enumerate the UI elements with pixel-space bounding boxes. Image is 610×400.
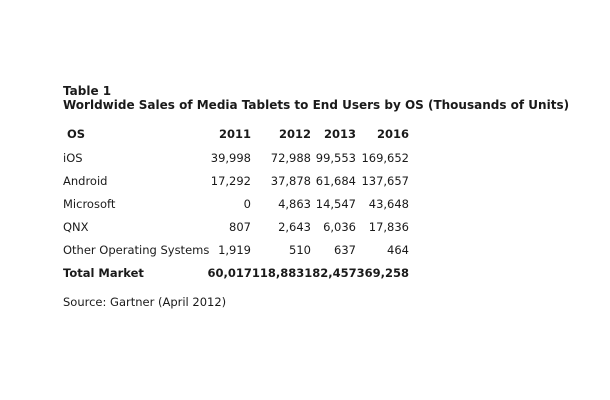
- value-2013: 6,036: [323, 220, 356, 234]
- value-2011: 39,998: [210, 151, 251, 165]
- total-label: Total Market: [63, 266, 144, 280]
- value-2016: 464: [387, 243, 409, 257]
- table-number: Table 1: [63, 84, 112, 98]
- os-name: Microsoft: [63, 197, 116, 211]
- value-2011: 0: [243, 197, 251, 211]
- column-header-2012: 2012: [278, 127, 311, 141]
- value-2016: 43,648: [368, 197, 409, 211]
- table-row: Microsoft 0 4,863 14,547 43,648: [63, 196, 423, 212]
- value-2012: 510: [289, 243, 311, 257]
- value-2016: 169,652: [361, 151, 409, 165]
- column-header-2011: 2011: [218, 127, 251, 141]
- value-2013: 14,547: [315, 197, 356, 211]
- column-header-2016: 2016: [376, 127, 409, 141]
- value-2012: 72,988: [270, 151, 311, 165]
- total-values: 60,017118,883182,457369,258: [207, 266, 409, 280]
- os-name: Android: [63, 174, 108, 188]
- table-total-row: Total Market 60,017118,883182,457369,258: [63, 265, 423, 281]
- value-2012: 2,643: [278, 220, 311, 234]
- value-2011: 807: [229, 220, 251, 234]
- value-2012: 37,878: [270, 174, 311, 188]
- value-2011: 17,292: [210, 174, 251, 188]
- value-2013: 637: [334, 243, 356, 257]
- value-2016: 137,657: [361, 174, 409, 188]
- column-header-2013: 2013: [323, 127, 356, 141]
- value-2012: 4,863: [278, 197, 311, 211]
- os-name: QNX: [63, 220, 89, 234]
- column-header-os: OS: [67, 127, 86, 141]
- table-row: iOS 39,998 72,988 99,553 169,652: [63, 150, 423, 166]
- table-row: Other Operating Systems 1,919 510 637 46…: [63, 242, 423, 258]
- value-2013: 61,684: [315, 174, 356, 188]
- source-note: Source: Gartner (April 2012): [63, 295, 227, 309]
- table-row: Android 17,292 37,878 61,684 137,657: [63, 173, 423, 189]
- table-row: QNX 807 2,643 6,036 17,836: [63, 219, 423, 235]
- value-2011: 1,919: [218, 243, 251, 257]
- value-2016: 17,836: [368, 220, 409, 234]
- os-name: Other Operating Systems: [63, 243, 210, 257]
- table-header-row: OS 2011 2012 2013 2016: [63, 126, 423, 142]
- os-name: iOS: [63, 151, 83, 165]
- table-title: Worldwide Sales of Media Tablets to End …: [63, 98, 570, 112]
- value-2013: 99,553: [315, 151, 356, 165]
